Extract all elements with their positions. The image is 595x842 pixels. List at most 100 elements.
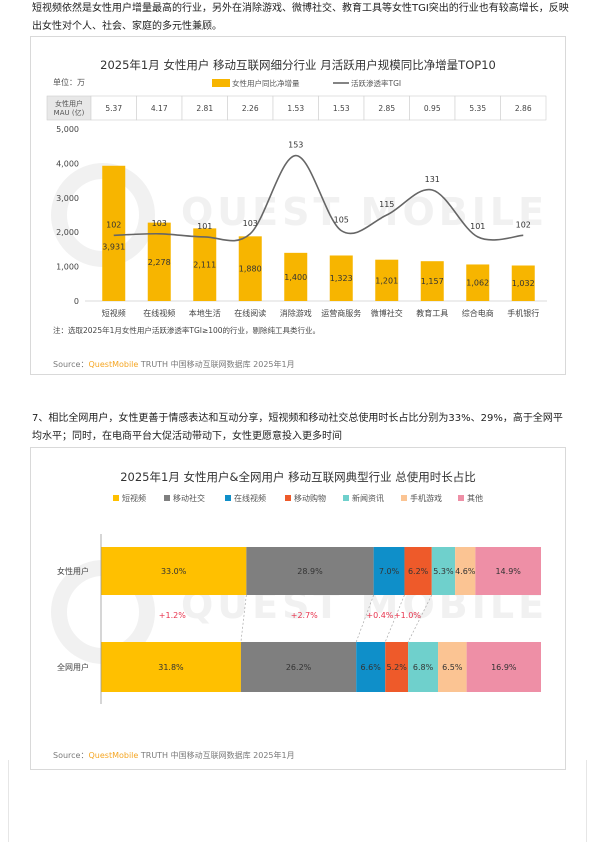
y-tick-label: 1,000 xyxy=(56,263,79,272)
bar-value-label: 1,032 xyxy=(512,279,535,288)
diff-label: +1.0% xyxy=(394,611,421,620)
category-label: 本地生活 xyxy=(189,308,221,318)
diff-label: +0.4% xyxy=(366,611,393,620)
y-tick-label: 0 xyxy=(74,297,79,306)
bar-value-label: 3,931 xyxy=(102,243,125,252)
segment-value-label: 5.3% xyxy=(433,567,454,576)
y-tick-label: 5,000 xyxy=(56,125,79,134)
category-label: 教育工具 xyxy=(416,308,448,318)
legend-label-tgi: 活跃渗透率TGI xyxy=(351,78,401,88)
segment-value-label: 6.6% xyxy=(361,663,382,672)
y-tick-label: 2,000 xyxy=(56,228,79,237)
tgi-value-label: 115 xyxy=(379,200,394,209)
legend-swatch-1 xyxy=(113,495,119,501)
row-label: 全网用户 xyxy=(57,662,89,672)
tgi-value-label: 105 xyxy=(334,216,349,225)
category-label: 消除游戏 xyxy=(280,308,312,318)
mau-value: 1.53 xyxy=(287,104,304,113)
chart2-title: 2025年1月 女性用户&全网用户 移动互联网典型行业 总使用时长占比 xyxy=(120,470,476,484)
tgi-value-label: 103 xyxy=(243,219,258,228)
segment-value-label: 6.5% xyxy=(442,663,463,672)
legend-label-4: 移动购物 xyxy=(294,493,326,503)
mau-value: 2.81 xyxy=(196,104,213,113)
segment-row2-7 xyxy=(466,642,541,692)
category-label: 在线阅读 xyxy=(234,308,266,318)
segment-value-label: 31.8% xyxy=(158,663,184,672)
bar-value-label: 1,323 xyxy=(330,274,353,283)
category-label: 手机银行 xyxy=(507,308,539,318)
segment-row2-1 xyxy=(101,642,241,692)
bar-5 xyxy=(284,252,308,301)
diff-label: +1.2% xyxy=(159,611,186,620)
legend-label-1: 短视频 xyxy=(122,493,146,503)
intro-paragraph: 短视频依然是女性用户增量最高的行业，另外在消除游戏、微博社交、教育工具等女性TG… xyxy=(32,3,569,32)
mau-value: 2.85 xyxy=(378,104,395,113)
chart1-unit-label: 单位：万 xyxy=(53,77,85,87)
tgi-value-label: 101 xyxy=(197,222,212,231)
segment-row2-3 xyxy=(356,642,386,692)
category-label: 短视频 xyxy=(102,308,126,318)
segment-row2-6 xyxy=(438,642,467,692)
category-label: 运营商服务 xyxy=(321,308,361,318)
section7-paragraph: 7、相比全网用户，女性更善于情感表达和互动分享，短视频和移动社交总使用时长占比分… xyxy=(32,413,563,442)
chart2-source-brand: QuestMobile xyxy=(88,751,139,760)
mau-value: 2.86 xyxy=(515,104,532,113)
right-page-edge xyxy=(586,760,587,842)
segment-value-label: 4.6% xyxy=(455,567,476,576)
legend-label-increment: 女性用户同比净增量 xyxy=(232,78,300,88)
segment-value-label: 14.9% xyxy=(495,567,521,576)
bar-4 xyxy=(238,236,262,301)
bar-8 xyxy=(420,261,444,301)
mau-header-line2: MAU (亿) xyxy=(54,108,85,117)
chart2-source-prefix: Source： xyxy=(53,751,89,760)
bar-value-label: 1,880 xyxy=(239,265,262,274)
chart-card-usage-share: QUEST MOBILE 2025年1月 女性用户&全网用户 移动互联网典型行业 … xyxy=(30,447,566,770)
bar-1 xyxy=(102,165,126,301)
segment-row1-4 xyxy=(404,547,432,595)
tgi-line xyxy=(113,154,524,242)
mau-cell xyxy=(363,95,410,121)
bar-10 xyxy=(511,265,535,301)
segment-row1-2 xyxy=(246,547,374,595)
chart1-footnote: 注：选取2025年1月女性用户活跃渗透率TGI≥100的行业，剔除纯工具类行业。 xyxy=(53,325,320,335)
chart1-source: Source：QuestMobile TRUTH 中国移动互联网数据库 2025… xyxy=(53,359,295,370)
segment-row2-2 xyxy=(240,642,357,692)
diff-connector xyxy=(355,594,374,643)
segment-value-label: 6.2% xyxy=(408,567,429,576)
bar-2 xyxy=(147,222,171,301)
bar-value-label: 2,111 xyxy=(193,261,216,270)
bar-6 xyxy=(329,255,353,301)
mau-value: 0.95 xyxy=(424,104,441,113)
diff-label: +2.7% xyxy=(291,611,318,620)
chart1-source-brand: QuestMobile xyxy=(88,360,139,369)
segment-row2-4 xyxy=(385,642,409,692)
legend-label-5: 新闻资讯 xyxy=(352,493,384,503)
legend-label-6: 手机游戏 xyxy=(410,493,442,503)
legend-swatch-4 xyxy=(285,495,291,501)
mau-value: 1.53 xyxy=(333,104,350,113)
mau-cell xyxy=(409,95,456,121)
segment-row1-6 xyxy=(455,547,476,595)
bar-value-label: 1,157 xyxy=(421,277,444,286)
diff-connector xyxy=(384,594,405,643)
segment-value-label: 26.2% xyxy=(286,663,312,672)
chart-card-mau-growth: QUEST MOBILE 2025年1月 女性用户 移动互联网细分行业 月活跃用户… xyxy=(30,36,566,375)
bar-value-label: 2,278 xyxy=(148,258,171,267)
chart2-source: Source：QuestMobile TRUTH 中国移动互联网数据库 2025… xyxy=(53,750,295,761)
legend-swatch-2 xyxy=(164,495,170,501)
tgi-value-label: 101 xyxy=(470,222,485,231)
diff-connector xyxy=(407,594,433,643)
category-label: 综合电商 xyxy=(462,308,494,318)
segment-row1-3 xyxy=(373,547,405,595)
chart1-source-prefix: Source： xyxy=(53,360,89,369)
legend-label-3: 在线视频 xyxy=(234,493,266,503)
tgi-value-label: 131 xyxy=(425,175,440,184)
mau-header-line1: 女性用户 xyxy=(55,99,83,108)
legend-swatch-5 xyxy=(343,495,349,501)
segment-value-label: 28.9% xyxy=(297,567,323,576)
y-tick-label: 4,000 xyxy=(56,159,79,168)
bar-value-label: 1,201 xyxy=(375,276,398,285)
segment-row1-5 xyxy=(431,547,456,595)
